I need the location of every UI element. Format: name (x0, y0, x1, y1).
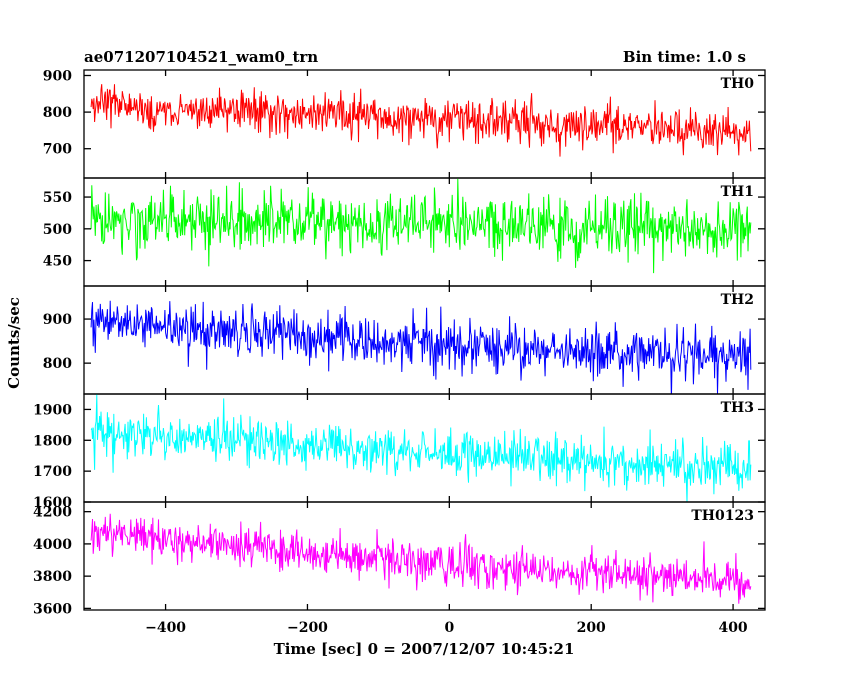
y-tick-label: 4200 (33, 505, 72, 521)
x-tick-label: −200 (287, 620, 328, 636)
y-tick-label: 1600 (33, 495, 72, 511)
bin-time-label: Bin time: 1.0 s (623, 48, 746, 66)
y-tick-label: 1900 (33, 402, 72, 418)
y-tick-label: 1800 (33, 433, 72, 449)
y-tick-label: 3600 (33, 601, 72, 617)
panel-th0123: 3600 3800 4000 4200 TH0123 (33, 501, 766, 617)
panels: 700 800 900 TH0 450 500 550 TH1 800 900 TH2 1600 170… (33, 68, 766, 617)
y-axis-label: Counts/sec (5, 297, 23, 389)
y-tick-label: 700 (43, 142, 72, 158)
y-tick-label: 800 (43, 105, 72, 121)
y-tick-label: 500 (43, 222, 72, 238)
panel-frame (83, 393, 766, 503)
panel-th1: 450 500 550 TH1 (43, 177, 766, 287)
series-line-th0 (90, 84, 752, 157)
x-tick-label: −400 (145, 620, 186, 636)
series-line-th1 (90, 178, 752, 274)
series-line-th0123 (90, 513, 752, 604)
x-axis-label: Time [sec] 0 = 2007/12/07 10:45:21 (274, 640, 575, 658)
panel-label: TH3 (721, 400, 754, 416)
y-tick-label: 800 (43, 356, 72, 372)
panel-label: TH2 (721, 292, 754, 308)
panel-frame (83, 501, 766, 611)
y-tick-label: 450 (43, 254, 72, 270)
x-tick-label: 400 (718, 620, 747, 636)
y-tick-label: 900 (43, 68, 72, 84)
panel-th2: 800 900 TH2 (43, 285, 766, 395)
series-line-th2 (90, 300, 752, 394)
x-tick-label: 200 (577, 620, 606, 636)
y-tick-label: 4000 (33, 537, 72, 553)
panel-th3: 1600 1700 1800 1900 TH3 (33, 393, 766, 511)
x-axis: −400 −200 0 200 400 (145, 620, 748, 636)
panel-label: TH0 (721, 76, 755, 92)
panel-label: TH0123 (691, 508, 754, 524)
x-tick-label: 0 (444, 620, 454, 636)
y-tick-label: 900 (43, 312, 72, 328)
chart-title: ae071207104521_wam0_trn (84, 48, 318, 66)
panel-label: TH1 (721, 184, 754, 200)
y-tick-label: 550 (43, 190, 72, 206)
panel-th0: 700 800 900 TH0 (43, 68, 766, 179)
y-tick-label: 3800 (33, 569, 72, 585)
y-tick-label: 1700 (33, 464, 72, 480)
series-line-th3 (90, 394, 752, 502)
